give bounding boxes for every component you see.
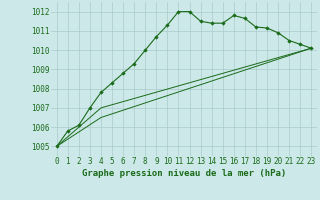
X-axis label: Graphe pression niveau de la mer (hPa): Graphe pression niveau de la mer (hPa) <box>82 169 286 178</box>
